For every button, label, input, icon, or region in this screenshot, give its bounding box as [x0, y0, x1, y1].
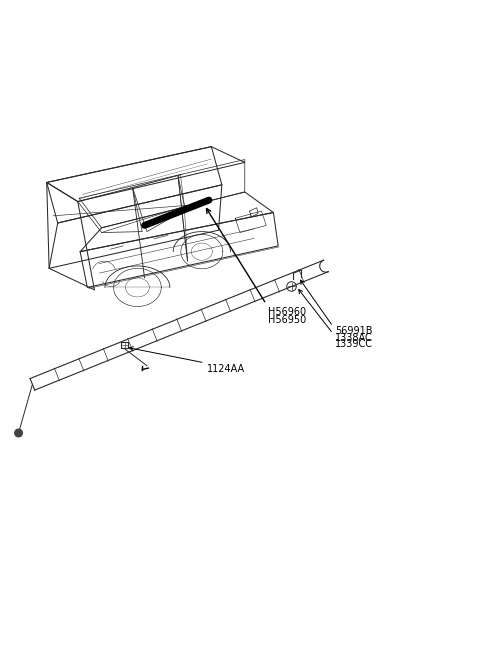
- Text: 56991B: 56991B: [336, 326, 373, 336]
- Text: 1339CC: 1339CC: [336, 339, 373, 350]
- Text: 1124AA: 1124AA: [206, 364, 245, 374]
- Text: 1338AC: 1338AC: [336, 333, 373, 343]
- Circle shape: [15, 429, 23, 437]
- Text: H56950: H56950: [268, 315, 306, 325]
- Text: H56960: H56960: [268, 306, 306, 317]
